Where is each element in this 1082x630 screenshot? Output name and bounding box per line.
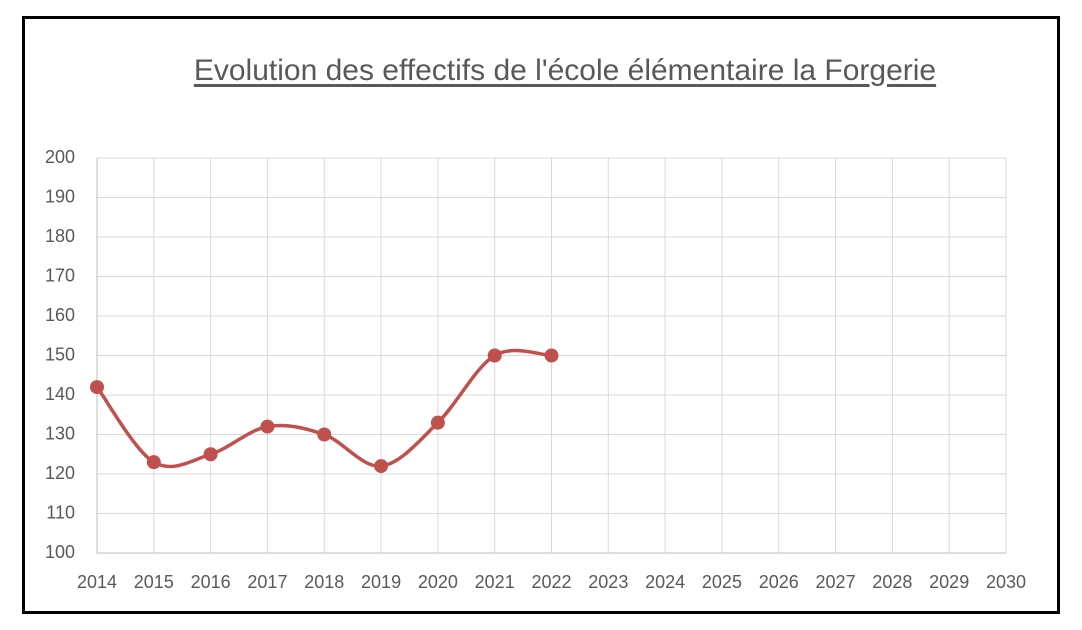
point — [317, 427, 332, 442]
y-tick-label: 140 — [45, 384, 75, 404]
point — [90, 380, 104, 395]
x-tick-label: 2015 — [134, 572, 174, 592]
x-tick-label: 2020 — [418, 572, 458, 592]
x-tick-label: 2026 — [759, 572, 799, 592]
point — [430, 415, 445, 430]
x-tick-label: 2021 — [475, 572, 515, 592]
x-tick-label: 2014 — [77, 572, 117, 592]
y-tick-label: 190 — [45, 186, 75, 206]
chart-title: Evolution des effectifs de l'école éléme… — [193, 54, 937, 87]
point — [487, 348, 502, 363]
point — [260, 419, 275, 434]
y-tick-label: 150 — [45, 344, 75, 364]
x-tick-label: 2019 — [361, 572, 401, 592]
point — [374, 459, 389, 474]
x-tick-label: 2018 — [304, 572, 344, 592]
chart-border — [22, 16, 1060, 614]
x-tick-label: 2027 — [816, 572, 856, 592]
x-tick-label: 2029 — [929, 572, 969, 592]
point — [544, 348, 559, 363]
y-tick-label: 200 — [45, 147, 75, 167]
point — [146, 455, 161, 470]
x-tick-label: 2028 — [872, 572, 912, 592]
point — [203, 447, 218, 462]
x-tick-label: 2025 — [702, 572, 742, 592]
x-tick-label: 2017 — [247, 572, 287, 592]
y-tick-label: 130 — [45, 423, 75, 443]
y-tick-label: 160 — [45, 305, 75, 325]
y-tick-label: 110 — [46, 502, 75, 522]
x-tick-label: 2023 — [588, 572, 628, 592]
x-tick-label: 2016 — [191, 572, 231, 592]
x-tick-label: 2030 — [986, 572, 1026, 592]
y-tick-label: 100 — [45, 542, 75, 562]
y-tick-label: 170 — [45, 265, 75, 285]
y-tick-label: 120 — [45, 463, 75, 483]
y-tick-label: 180 — [45, 226, 75, 246]
x-tick-label: 2022 — [531, 572, 571, 592]
x-tick-label: 2024 — [645, 572, 685, 592]
